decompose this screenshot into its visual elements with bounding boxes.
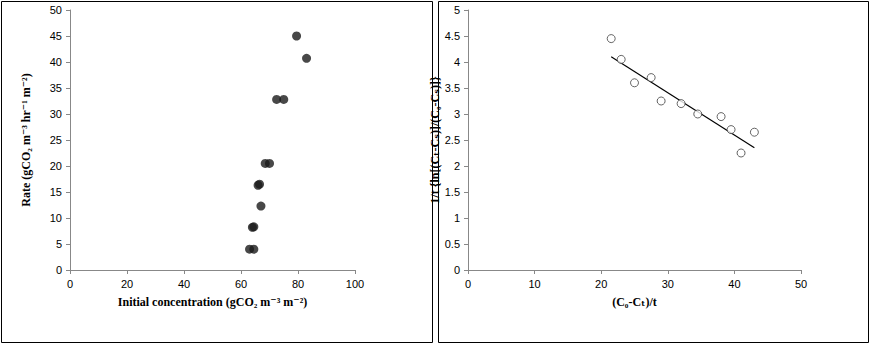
svg-text:5: 5 [56, 238, 62, 250]
svg-text:100: 100 [346, 278, 364, 290]
svg-text:60: 60 [235, 278, 247, 290]
svg-text:35: 35 [50, 82, 62, 94]
svg-text:0: 0 [67, 278, 73, 290]
svg-text:1: 1 [454, 212, 460, 224]
svg-text:15: 15 [50, 186, 62, 198]
svg-text:10: 10 [528, 278, 540, 290]
svg-text:0: 0 [454, 264, 460, 276]
svg-text:30: 30 [50, 108, 62, 120]
svg-text:0: 0 [465, 278, 471, 290]
svg-text:50: 50 [795, 278, 807, 290]
svg-text:50: 50 [50, 4, 62, 16]
svg-text:3: 3 [454, 108, 460, 120]
svg-text:0: 0 [56, 264, 62, 276]
svg-text:25: 25 [50, 134, 62, 146]
svg-text:4: 4 [454, 56, 460, 68]
svg-text:3.5: 3.5 [445, 82, 460, 94]
svg-text:40: 40 [728, 278, 740, 290]
svg-text:Rate (gCO₂ m⁻³ hr⁻¹ m⁻²): Rate (gCO₂ m⁻³ hr⁻¹ m⁻²) [19, 73, 33, 206]
svg-text:2.5: 2.5 [445, 134, 460, 146]
svg-text:40: 40 [178, 278, 190, 290]
svg-text:0.5: 0.5 [445, 238, 460, 250]
svg-text:2: 2 [454, 160, 460, 172]
svg-text:(C₀-Cₜ)/t: (C₀-Cₜ)/t [612, 295, 657, 309]
svg-text:20: 20 [595, 278, 607, 290]
svg-text:30: 30 [662, 278, 674, 290]
svg-text:40: 40 [50, 56, 62, 68]
svg-text:20: 20 [50, 160, 62, 172]
svg-text:1.5: 1.5 [445, 186, 460, 198]
svg-text:20: 20 [121, 278, 133, 290]
svg-text:80: 80 [292, 278, 304, 290]
svg-text:5: 5 [454, 4, 460, 16]
svg-text:4.5: 4.5 [445, 30, 460, 42]
svg-text:10: 10 [50, 212, 62, 224]
svg-text:45: 45 [50, 30, 62, 42]
svg-text:Initial concentration (gCO₂ m⁻: Initial concentration (gCO₂ m⁻³ m⁻²) [118, 295, 307, 309]
svg-text:1/t {ln[(Cₜ-Cₛ)]/(C₀-Cₛ)]}: 1/t {ln[(Cₜ-Cₛ)]/(C₀-Cₛ)]} [428, 76, 442, 204]
